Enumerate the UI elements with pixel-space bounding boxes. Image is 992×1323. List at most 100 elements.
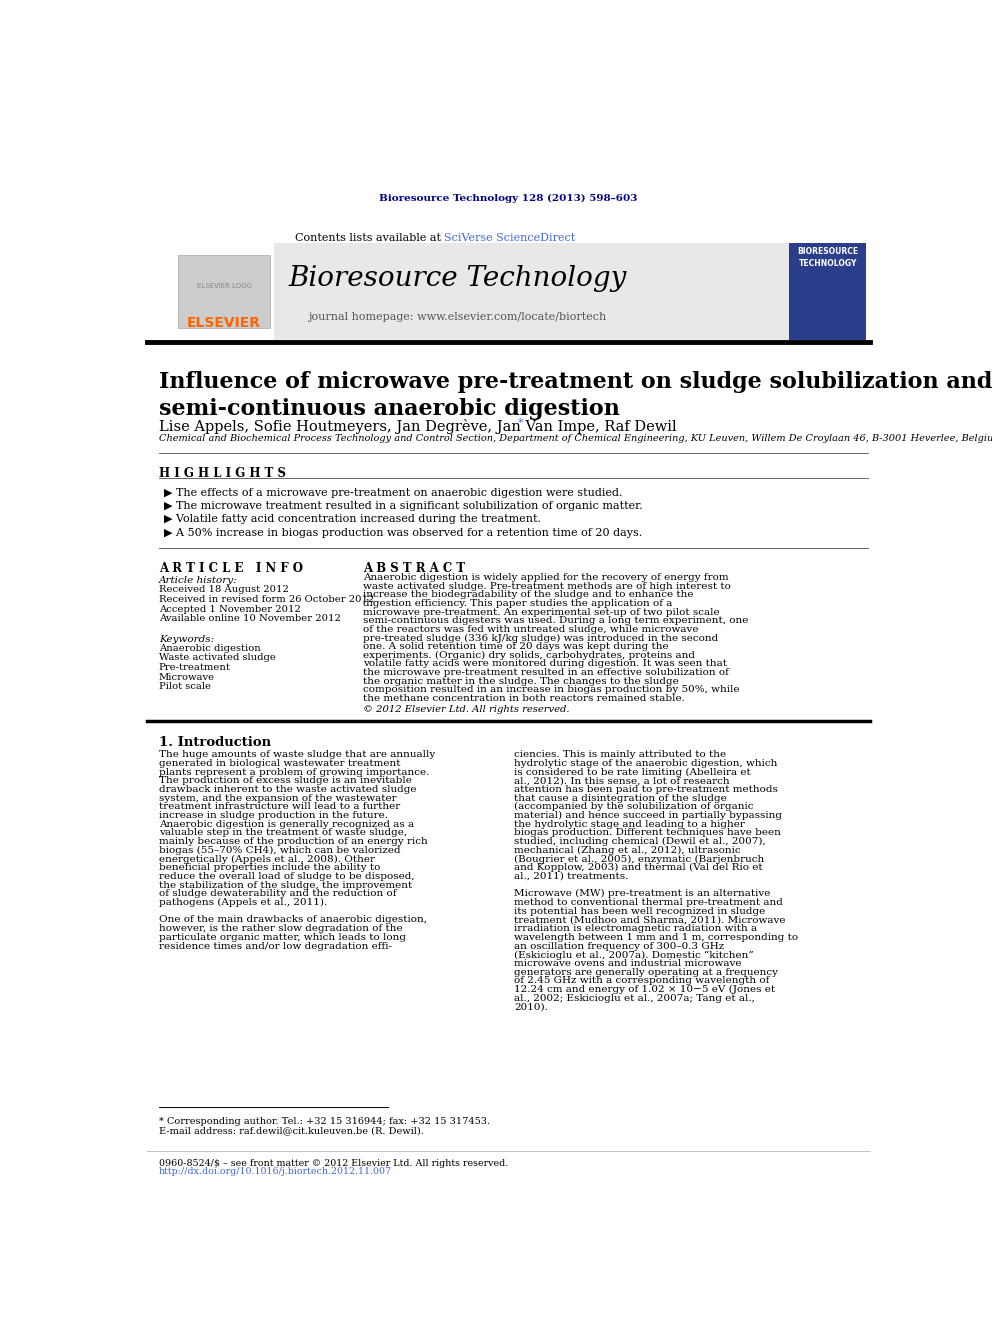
Text: Pre-treatment: Pre-treatment bbox=[159, 663, 231, 672]
Text: Received 18 August 2012: Received 18 August 2012 bbox=[159, 585, 289, 594]
Text: Anaerobic digestion: Anaerobic digestion bbox=[159, 644, 261, 652]
Text: beneficial properties include the ability to: beneficial properties include the abilit… bbox=[159, 863, 380, 872]
Text: (Bougrier et al., 2005), enzymatic (Barjenbruch: (Bougrier et al., 2005), enzymatic (Barj… bbox=[514, 855, 764, 864]
Text: Article history:: Article history: bbox=[159, 576, 237, 585]
Text: ▶ The effects of a microwave pre-treatment on anaerobic digestion were studied.: ▶ The effects of a microwave pre-treatme… bbox=[165, 488, 623, 499]
Text: the stabilization of the sludge, the improvement: the stabilization of the sludge, the imp… bbox=[159, 881, 412, 889]
Text: ▶ The microwave treatment resulted in a significant solubilization of organic ma: ▶ The microwave treatment resulted in a … bbox=[165, 501, 643, 512]
Text: valuable step in the treatment of waste sludge,: valuable step in the treatment of waste … bbox=[159, 828, 407, 837]
Text: * Corresponding author. Tel.: +32 15 316944; fax: +32 15 317453.: * Corresponding author. Tel.: +32 15 316… bbox=[159, 1117, 490, 1126]
Text: Contents lists available at: Contents lists available at bbox=[295, 233, 444, 243]
Text: volatile fatty acids were monitored during digestion. It was seen that: volatile fatty acids were monitored duri… bbox=[363, 659, 727, 668]
Text: biogas (55–70% CH4), which can be valorized: biogas (55–70% CH4), which can be valori… bbox=[159, 845, 401, 855]
Text: its potential has been well recognized in sludge: its potential has been well recognized i… bbox=[514, 906, 765, 916]
Text: pathogens (Appels et al., 2011).: pathogens (Appels et al., 2011). bbox=[159, 898, 327, 908]
Text: however, is the rather slow degradation of the: however, is the rather slow degradation … bbox=[159, 925, 403, 933]
Text: (Eskicioglu et al., 2007a). Domestic “kitchen”: (Eskicioglu et al., 2007a). Domestic “ki… bbox=[514, 950, 754, 959]
Text: biogas production. Different techniques have been: biogas production. Different techniques … bbox=[514, 828, 781, 837]
Text: an oscillation frequency of 300–0.3 GHz: an oscillation frequency of 300–0.3 GHz bbox=[514, 942, 724, 950]
Text: Waste activated sludge: Waste activated sludge bbox=[159, 654, 276, 663]
Text: H I G H L I G H T S: H I G H L I G H T S bbox=[159, 467, 286, 480]
Text: ▶ Volatile fatty acid concentration increased during the treatment.: ▶ Volatile fatty acid concentration incr… bbox=[165, 515, 542, 524]
Text: drawback inherent to the waste activated sludge: drawback inherent to the waste activated… bbox=[159, 785, 417, 794]
Text: Bioresource Technology: Bioresource Technology bbox=[288, 265, 626, 291]
Text: the organic matter in the sludge. The changes to the sludge: the organic matter in the sludge. The ch… bbox=[363, 676, 679, 685]
Text: 12.24 cm and energy of 1.02 × 10−5 eV (Jones et: 12.24 cm and energy of 1.02 × 10−5 eV (J… bbox=[514, 986, 775, 994]
Text: ELSEVIER: ELSEVIER bbox=[186, 316, 261, 329]
Text: A R T I C L E   I N F O: A R T I C L E I N F O bbox=[159, 562, 303, 576]
Text: waste activated sludge. Pre-treatment methods are of high interest to: waste activated sludge. Pre-treatment me… bbox=[363, 582, 730, 590]
Text: microwave ovens and industrial microwave: microwave ovens and industrial microwave bbox=[514, 959, 741, 968]
Text: treatment (Mudhoo and Sharma, 2011). Microwave: treatment (Mudhoo and Sharma, 2011). Mic… bbox=[514, 916, 786, 925]
Text: irradiation is electromagnetic radiation with a: irradiation is electromagnetic radiation… bbox=[514, 925, 757, 933]
Text: semi-continuous digesters was used. During a long term experiment, one: semi-continuous digesters was used. Duri… bbox=[363, 617, 748, 626]
Text: Available online 10 November 2012: Available online 10 November 2012 bbox=[159, 614, 340, 623]
Text: the methane concentration in both reactors remained stable.: the methane concentration in both reacto… bbox=[363, 693, 684, 703]
Text: energetically (Appels et al., 2008). Other: energetically (Appels et al., 2008). Oth… bbox=[159, 855, 375, 864]
Text: Pilot scale: Pilot scale bbox=[159, 683, 211, 692]
Text: 2010).: 2010). bbox=[514, 1003, 548, 1012]
Text: reduce the overall load of sludge to be disposed,: reduce the overall load of sludge to be … bbox=[159, 872, 415, 881]
Text: The huge amounts of waste sludge that are annually: The huge amounts of waste sludge that ar… bbox=[159, 750, 435, 759]
Text: © 2012 Elsevier Ltd. All rights reserved.: © 2012 Elsevier Ltd. All rights reserved… bbox=[363, 705, 569, 713]
Text: (accompanied by the solubilization of organic: (accompanied by the solubilization of or… bbox=[514, 802, 753, 811]
Text: 0960-8524/$ – see front matter © 2012 Elsevier Ltd. All rights reserved.: 0960-8524/$ – see front matter © 2012 El… bbox=[159, 1159, 508, 1168]
Text: journal homepage: www.elsevier.com/locate/biortech: journal homepage: www.elsevier.com/locat… bbox=[309, 312, 606, 321]
Text: one. A solid retention time of 20 days was kept during the: one. A solid retention time of 20 days w… bbox=[363, 642, 669, 651]
Text: The production of excess sludge is an inevitable: The production of excess sludge is an in… bbox=[159, 777, 412, 786]
Text: wavelength between 1 mm and 1 m, corresponding to: wavelength between 1 mm and 1 m, corresp… bbox=[514, 933, 798, 942]
Text: Bioresource Technology 128 (2013) 598–603: Bioresource Technology 128 (2013) 598–60… bbox=[379, 194, 638, 204]
Text: of sludge dewaterability and the reduction of: of sludge dewaterability and the reducti… bbox=[159, 889, 397, 898]
Text: and Kopplow, 2003) and thermal (Val del Rio et: and Kopplow, 2003) and thermal (Val del … bbox=[514, 863, 763, 872]
Bar bbox=[175, 243, 274, 340]
Text: Received in revised form 26 October 2012: Received in revised form 26 October 2012 bbox=[159, 595, 374, 605]
Bar bbox=[179, 255, 270, 328]
Text: material) and hence succeed in partially bypassing: material) and hence succeed in partially… bbox=[514, 811, 782, 820]
Text: studied, including chemical (Dewil et al., 2007),: studied, including chemical (Dewil et al… bbox=[514, 837, 766, 847]
Text: ciencies. This is mainly attributed to the: ciencies. This is mainly attributed to t… bbox=[514, 750, 726, 759]
Text: Keywords:: Keywords: bbox=[159, 635, 214, 643]
Text: Anaerobic digestion is generally recognized as a: Anaerobic digestion is generally recogni… bbox=[159, 820, 414, 828]
Text: 1. Introduction: 1. Introduction bbox=[159, 737, 271, 749]
Text: mechanical (Zhang et al., 2012), ultrasonic: mechanical (Zhang et al., 2012), ultraso… bbox=[514, 845, 740, 855]
Text: http://dx.doi.org/10.1016/j.biortech.2012.11.007: http://dx.doi.org/10.1016/j.biortech.201… bbox=[159, 1167, 392, 1176]
Text: al., 2011) treatments.: al., 2011) treatments. bbox=[514, 872, 628, 881]
Text: attention has been paid to pre-treatment methods: attention has been paid to pre-treatment… bbox=[514, 785, 778, 794]
Text: experiments. (Organic) dry solids, carbohydrates, proteins and: experiments. (Organic) dry solids, carbo… bbox=[363, 651, 694, 660]
Text: ▶ A 50% increase in biogas production was observed for a retention time of 20 da: ▶ A 50% increase in biogas production wa… bbox=[165, 528, 643, 537]
Text: pre-treated sludge (336 kJ/kg sludge) was introduced in the second: pre-treated sludge (336 kJ/kg sludge) wa… bbox=[363, 634, 718, 643]
Text: increase in sludge production in the future.: increase in sludge production in the fut… bbox=[159, 811, 388, 820]
Text: system, and the expansion of the wastewater: system, and the expansion of the wastewa… bbox=[159, 794, 397, 803]
Text: *: * bbox=[518, 418, 524, 427]
Text: al., 2012). In this sense, a lot of research: al., 2012). In this sense, a lot of rese… bbox=[514, 777, 729, 786]
Text: increase the biodegradability of the sludge and to enhance the: increase the biodegradability of the slu… bbox=[363, 590, 693, 599]
Text: Lise Appels, Sofie Houtmeyers, Jan Degrève, Jan Van Impe, Raf Dewil: Lise Appels, Sofie Houtmeyers, Jan Degrè… bbox=[159, 419, 677, 434]
Text: microwave pre-treatment. An experimental set-up of two pilot scale: microwave pre-treatment. An experimental… bbox=[363, 607, 719, 617]
Text: generated in biological wastewater treatment: generated in biological wastewater treat… bbox=[159, 759, 401, 767]
Text: ELSEVIER LOGO: ELSEVIER LOGO bbox=[196, 283, 251, 288]
Text: One of the main drawbacks of anaerobic digestion,: One of the main drawbacks of anaerobic d… bbox=[159, 916, 427, 925]
Text: al., 2002; Eskicioglu et al., 2007a; Tang et al.,: al., 2002; Eskicioglu et al., 2007a; Tan… bbox=[514, 994, 755, 1003]
Text: mainly because of the production of an energy rich: mainly because of the production of an e… bbox=[159, 837, 428, 847]
Text: treatment infrastructure will lead to a further: treatment infrastructure will lead to a … bbox=[159, 802, 400, 811]
Text: Accepted 1 November 2012: Accepted 1 November 2012 bbox=[159, 605, 301, 614]
Text: the hydrolytic stage and leading to a higher: the hydrolytic stage and leading to a hi… bbox=[514, 820, 745, 828]
Text: of 2.45 GHz with a corresponding wavelength of: of 2.45 GHz with a corresponding wavelen… bbox=[514, 976, 769, 986]
Text: Anaerobic digestion is widely applied for the recovery of energy from: Anaerobic digestion is widely applied fo… bbox=[363, 573, 728, 582]
Text: the microwave pre-treatment resulted in an effective solubilization of: the microwave pre-treatment resulted in … bbox=[363, 668, 728, 677]
Text: is considered to be rate limiting (Abelleira et: is considered to be rate limiting (Abell… bbox=[514, 767, 751, 777]
Text: digestion efficiency. This paper studies the application of a: digestion efficiency. This paper studies… bbox=[363, 599, 672, 607]
Text: plants represent a problem of growing importance.: plants represent a problem of growing im… bbox=[159, 767, 430, 777]
Text: hydrolytic stage of the anaerobic digestion, which: hydrolytic stage of the anaerobic digest… bbox=[514, 759, 777, 767]
Bar bbox=[789, 243, 866, 340]
Text: Microwave: Microwave bbox=[159, 672, 215, 681]
Text: A B S T R A C T: A B S T R A C T bbox=[363, 562, 465, 576]
Text: composition resulted in an increase in biogas production by 50%, while: composition resulted in an increase in b… bbox=[363, 685, 739, 695]
Text: method to conventional thermal pre-treatment and: method to conventional thermal pre-treat… bbox=[514, 898, 783, 908]
Text: Microwave (MW) pre-treatment is an alternative: Microwave (MW) pre-treatment is an alter… bbox=[514, 889, 770, 898]
Text: BIORESOURCE
TECHNOLOGY: BIORESOURCE TECHNOLOGY bbox=[798, 247, 858, 267]
Text: residence times and/or low degradation effi-: residence times and/or low degradation e… bbox=[159, 942, 392, 950]
Text: Influence of microwave pre-treatment on sludge solubilization and pilot scale
se: Influence of microwave pre-treatment on … bbox=[159, 370, 992, 421]
Text: SciVerse ScienceDirect: SciVerse ScienceDirect bbox=[444, 233, 575, 243]
Text: that cause a disintegration of the sludge: that cause a disintegration of the sludg… bbox=[514, 794, 726, 803]
